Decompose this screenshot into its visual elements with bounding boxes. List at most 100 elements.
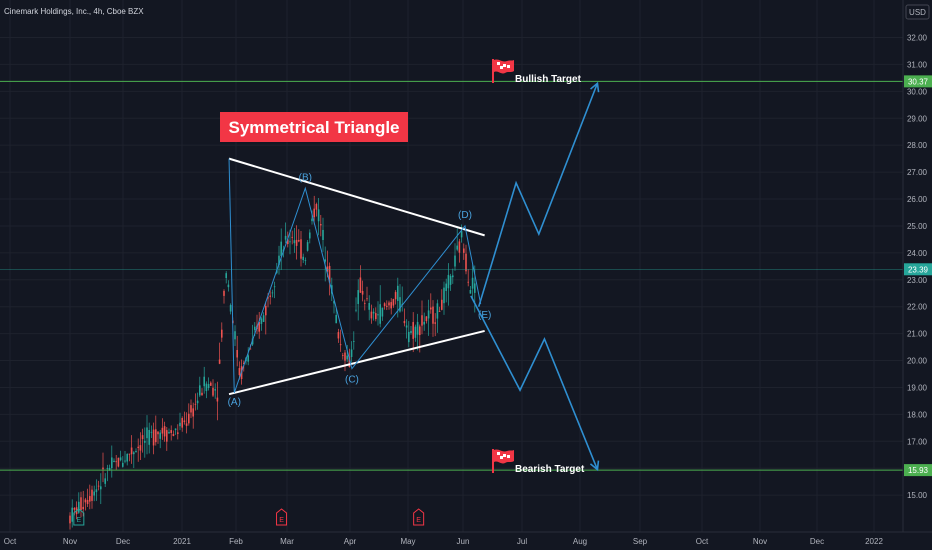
candle-body	[243, 362, 245, 364]
price-tick-label: 27.00	[907, 168, 928, 177]
bearish-target-annotation[interactable]: Bearish Target	[492, 449, 585, 475]
candle-body	[458, 241, 461, 253]
candle-body	[102, 467, 104, 470]
price-axis[interactable]: USD 15.0016.0017.0018.0019.0020.0021.002…	[902, 0, 932, 550]
price-tick-label: 32.00	[907, 34, 928, 43]
candle-body	[434, 322, 436, 324]
bullish-target-label: Bullish Target	[515, 74, 582, 85]
candle-body	[390, 302, 392, 309]
candle-body	[183, 420, 186, 423]
candle-body	[124, 460, 126, 462]
candle-body	[436, 303, 439, 319]
candle-body	[423, 321, 425, 325]
triangle-upper-trendline[interactable]	[228, 157, 485, 237]
candle-body	[346, 355, 348, 360]
candle-body	[339, 344, 342, 346]
time-tick-label: Oct	[4, 537, 17, 546]
symbol-legend[interactable]: Cinemark Holdings, Inc., 4h, Cboe BZX	[4, 7, 144, 16]
candle-body	[359, 277, 362, 293]
wave-labels: (A) (B) (C) (D) (E)	[228, 172, 492, 408]
candle-body	[408, 331, 410, 343]
candle-body	[449, 275, 452, 285]
bearish-flag-icon	[492, 449, 514, 473]
candle-body	[412, 322, 414, 339]
candle-body	[311, 218, 313, 222]
candle-body	[293, 240, 296, 244]
candle-body	[298, 240, 300, 242]
title-text: Symmetrical Triangle	[228, 118, 399, 137]
candle-body	[172, 433, 175, 437]
candle-body	[229, 305, 232, 312]
candle-body	[254, 326, 256, 330]
candle-body	[122, 462, 124, 467]
candle-body	[401, 303, 403, 305]
candle-body	[216, 397, 219, 402]
candle-body	[441, 299, 443, 310]
bullish-price-tag: 30.37	[904, 75, 932, 88]
earnings-icon[interactable]: E	[276, 508, 288, 526]
candle-body	[304, 260, 307, 262]
candle-body	[130, 447, 133, 455]
wave-label: (A)	[228, 397, 241, 408]
candle-body	[126, 453, 128, 462]
elliott-wave-path[interactable]	[228, 158, 482, 394]
candle-body	[249, 348, 252, 350]
price-tick-label: 29.00	[907, 114, 928, 123]
candle-body	[78, 501, 80, 513]
candle-body	[320, 224, 322, 226]
currency-box[interactable]	[905, 4, 930, 20]
time-axis[interactable]: Oct Nov Dec 2021 Feb Mar Apr May Jun Jul Aug Sep Oct…	[0, 531, 932, 550]
time-axis-background	[0, 532, 932, 550]
currency-label: USD	[909, 8, 926, 17]
candle-body	[174, 428, 177, 430]
candle-body	[474, 283, 476, 293]
candle-body	[269, 295, 271, 297]
candle-body	[247, 355, 249, 362]
candle-body	[469, 290, 472, 294]
bullish-target-annotation[interactable]: Bullish Target	[492, 59, 582, 85]
earnings-icon[interactable]: E	[413, 508, 425, 526]
candle-body	[128, 453, 131, 455]
candle-body	[465, 253, 467, 272]
candle-body	[460, 231, 463, 238]
candle-body	[405, 325, 408, 328]
candle-body	[166, 430, 168, 442]
bearish-price-label: 15.93	[908, 466, 929, 475]
candle-body	[227, 284, 230, 288]
wave-label: (B)	[299, 172, 312, 183]
candle-body	[194, 403, 197, 405]
candle-body	[111, 457, 113, 469]
candle-body	[309, 232, 311, 239]
candle-body	[141, 435, 144, 440]
earnings-label: E	[76, 517, 81, 524]
candle-body	[397, 285, 399, 301]
candle-body	[157, 431, 159, 435]
candle-body	[148, 429, 150, 445]
bearish-projection-path[interactable]	[470, 295, 599, 470]
candle-body	[403, 320, 406, 324]
price-tick-label: 26.00	[907, 195, 928, 204]
candle-body	[190, 405, 192, 413]
candle-body	[177, 432, 179, 434]
time-tick-label: Dec	[810, 537, 824, 546]
title-annotation[interactable]: Symmetrical Triangle	[220, 112, 408, 142]
candle-body	[273, 286, 276, 288]
candle-body	[82, 506, 84, 510]
candle-body	[133, 452, 135, 455]
candle-body	[333, 300, 335, 304]
candle-body	[322, 229, 324, 241]
candle-body	[328, 265, 331, 283]
candle-body	[192, 408, 194, 417]
candle-body	[80, 497, 82, 510]
candle-body	[366, 298, 368, 300]
bullish-projection-path[interactable]	[477, 82, 599, 307]
earnings-icon[interactable]: E	[73, 508, 85, 526]
candle-body	[287, 239, 289, 245]
bullish-price-label: 30.37	[908, 77, 929, 86]
candle-body	[443, 287, 445, 304]
candle-body	[150, 431, 153, 433]
price-tick-label: 23.00	[907, 276, 928, 285]
